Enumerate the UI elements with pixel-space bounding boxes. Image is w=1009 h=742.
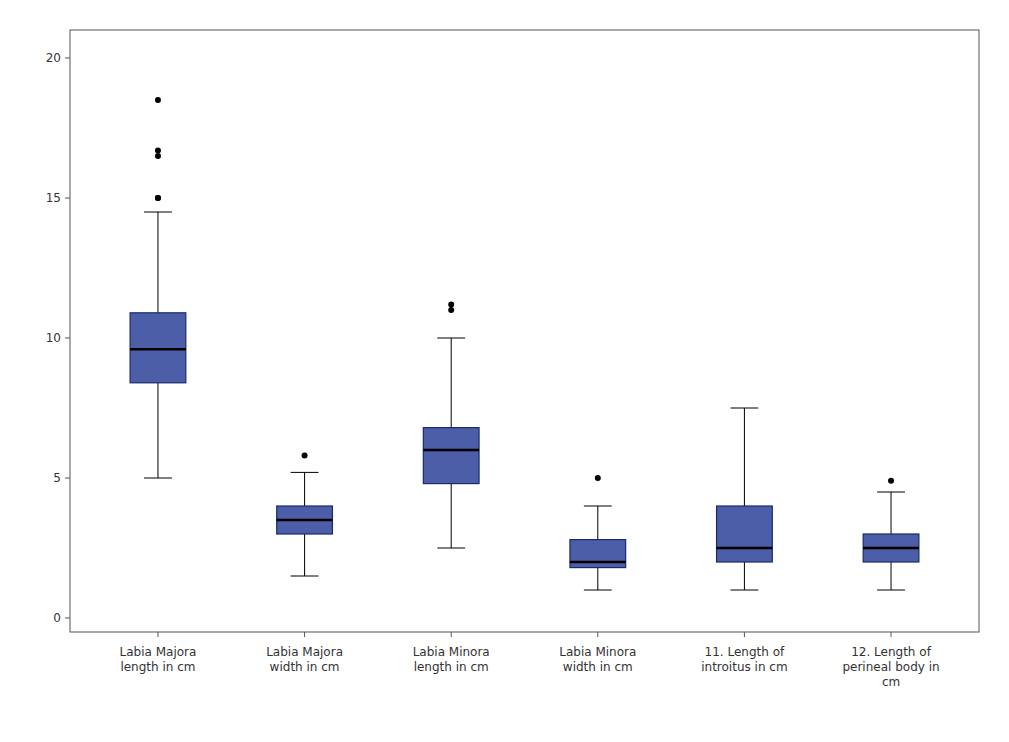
flier [155, 153, 161, 159]
x-tick-label: Labia Majorawidth in cm [266, 645, 343, 674]
x-tick [891, 632, 892, 637]
x-tick [597, 632, 598, 637]
cap-high [291, 472, 319, 473]
plot-frame [70, 30, 979, 632]
x-tick-label: 12. Length ofperineal body incm [842, 645, 939, 689]
box [570, 540, 626, 568]
flier [448, 301, 454, 307]
flier [448, 307, 454, 313]
box [863, 534, 919, 562]
x-tick-label-line: 12. Length of [851, 645, 931, 659]
cap-low [291, 576, 319, 577]
cap-high [730, 408, 758, 409]
median [570, 561, 626, 564]
x-tick-label-line: Labia Minora [413, 645, 490, 659]
flier [155, 195, 161, 201]
y-tick-label: 15 [46, 191, 61, 205]
x-tick-label: Labia Minorawidth in cm [559, 645, 636, 674]
x-tick-label-line: introitus in cm [701, 660, 787, 674]
x-tick [744, 632, 745, 637]
x-axis: Labia Majoralength in cmLabia Majorawidt… [120, 632, 940, 689]
cap-low [437, 548, 465, 549]
y-tick [65, 618, 70, 619]
y-axis: 0 5 10 15 20 [46, 51, 70, 625]
median [863, 547, 919, 550]
cap-low [730, 590, 758, 591]
whisker-high [304, 472, 305, 506]
y-tick-label: 10 [46, 331, 61, 345]
y-tick [65, 478, 70, 479]
x-tick-label-line: perineal body in [842, 660, 939, 674]
median [277, 519, 333, 522]
cap-low [877, 590, 905, 591]
whisker-low [891, 562, 892, 590]
boxes [130, 97, 919, 590]
whisker-high [597, 506, 598, 540]
whisker-high [891, 492, 892, 534]
cap-low [584, 590, 612, 591]
y-tick-label: 5 [53, 471, 61, 485]
whisker-high [451, 338, 452, 428]
whisker-low [304, 534, 305, 576]
flier [155, 97, 161, 103]
flier [302, 453, 308, 459]
x-tick-label-line: Labia Majora [266, 645, 343, 659]
y-tick [65, 338, 70, 339]
x-tick-label-line: length in cm [120, 660, 195, 674]
y-tick-label: 0 [53, 611, 61, 625]
cap-high [877, 492, 905, 493]
median [130, 348, 186, 351]
flier [155, 195, 161, 201]
x-tick [304, 632, 305, 637]
cap-low [144, 478, 172, 479]
x-tick-label: 11. Length ofintroitus in cm [701, 645, 787, 674]
whisker-high [744, 408, 745, 506]
y-tick [65, 198, 70, 199]
x-tick [157, 632, 158, 637]
cap-high [437, 338, 465, 339]
whisker-low [744, 562, 745, 590]
whisker-low [597, 568, 598, 590]
box [130, 313, 186, 383]
whisker-high [157, 212, 158, 313]
y-tick-label: 20 [46, 51, 61, 65]
x-tick-label-line: Labia Majora [120, 645, 197, 659]
box [277, 506, 333, 534]
x-tick-label-line: length in cm [414, 660, 489, 674]
whisker-low [157, 383, 158, 478]
x-tick-label-line: Labia Minora [559, 645, 636, 659]
x-tick-label-line: width in cm [563, 660, 633, 674]
flier [595, 475, 601, 481]
cap-high [144, 212, 172, 213]
x-tick-label-line: 11. Length of [705, 645, 785, 659]
whisker-low [451, 484, 452, 548]
median [717, 547, 773, 550]
chart: 05101520Labia Majoralength in cmLabia Ma… [0, 0, 1009, 742]
median [423, 449, 479, 452]
y-tick [65, 58, 70, 59]
x-tick-label-line: width in cm [270, 660, 340, 674]
flier [155, 147, 161, 153]
x-tick-label: Labia Majoralength in cm [120, 645, 197, 674]
x-tick-label: Labia Minoralength in cm [413, 645, 490, 674]
box [423, 428, 479, 484]
x-tick [451, 632, 452, 637]
flier [888, 478, 894, 484]
box [717, 506, 773, 562]
cap-high [584, 506, 612, 507]
x-tick-label-line: cm [882, 675, 900, 689]
